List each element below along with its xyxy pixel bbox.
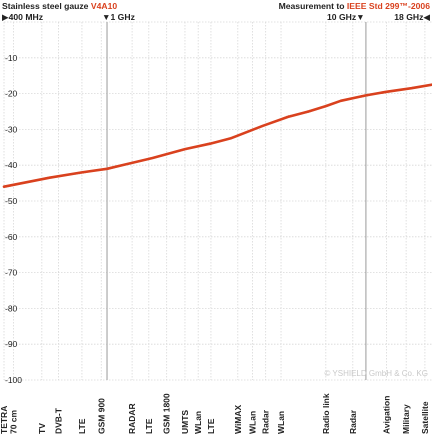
band-label: WLan (276, 411, 286, 434)
y-tick-label: -60 (5, 232, 18, 242)
y-tick-label: -80 (5, 303, 18, 313)
standard-prefix: Measurement to (278, 1, 345, 11)
band-label: Military (401, 404, 411, 434)
title-material: Stainless steel gauze (2, 1, 89, 11)
y-tick-label: -30 (5, 124, 18, 134)
band-label: LTE (206, 418, 216, 434)
noise-trace (3, 85, 432, 188)
band-label: DVB-T (54, 407, 64, 434)
band-label: GSM 900 (96, 398, 106, 434)
band-label: Radar (261, 409, 271, 434)
y-tick-label: -50 (5, 196, 18, 206)
noise-trace (3, 84, 432, 189)
band-label: TETRA (0, 406, 9, 434)
frequency-marker-lines (106, 22, 367, 380)
band-label: Radio link (321, 393, 331, 434)
band-label: WiMAX (233, 404, 243, 434)
copyright-text: © YSHIELD GmbH & Co. KG (324, 369, 428, 378)
series-line (2, 83, 432, 188)
start-frequency-label: ▶400 MHz (2, 12, 43, 22)
band-label: Satellite (420, 401, 430, 434)
band-label: Avigation (381, 396, 391, 434)
y-tick-labels: -10 -20 -30 -40 -50 -60 -70 -80 -90 -100 (5, 53, 22, 385)
y-tick-label: -10 (5, 53, 18, 63)
band-label: WLan (248, 411, 258, 434)
band-label: LTE (77, 418, 87, 434)
ten-ghz-marker-label: 10 GHz▼ (327, 12, 365, 22)
y-tick-label: -40 (5, 160, 18, 170)
band-label: RADAR (127, 403, 137, 434)
y-tick-label: -100 (5, 375, 22, 385)
band-label: Radar (348, 409, 358, 434)
band-label: 70 cm (8, 409, 18, 434)
band-labels: TETRA 70 cm TV DVB-T LTE GSM 900 RADAR LTE GSM 1… (0, 393, 430, 434)
band-label: GSM 1800 (162, 393, 172, 434)
end-frequency-label: 18 GHz◀ (394, 12, 430, 22)
title-product: V4A10 (90, 1, 118, 11)
band-label: LTE (144, 418, 154, 434)
band-label: WLan (193, 411, 203, 434)
y-tick-label: -20 (5, 89, 18, 99)
noise-trace (3, 84, 432, 188)
measurement-noise (3, 84, 432, 189)
band-label: TV (37, 423, 47, 434)
standard-name: IEEE Std 299™-2006 (346, 1, 430, 11)
one-ghz-marker-label: ▼1 GHz (102, 12, 135, 22)
chart-title: Stainless steel gauze V4A10 (2, 1, 117, 11)
y-tick-label: -90 (5, 339, 18, 349)
measurement-standard: Measurement to IEEE Std 299™-2006 (279, 1, 430, 11)
y-tick-label: -70 (5, 268, 18, 278)
attenuation-curve (2, 83, 432, 188)
grid-layer (3, 21, 432, 381)
band-label: UMTS (180, 410, 190, 434)
